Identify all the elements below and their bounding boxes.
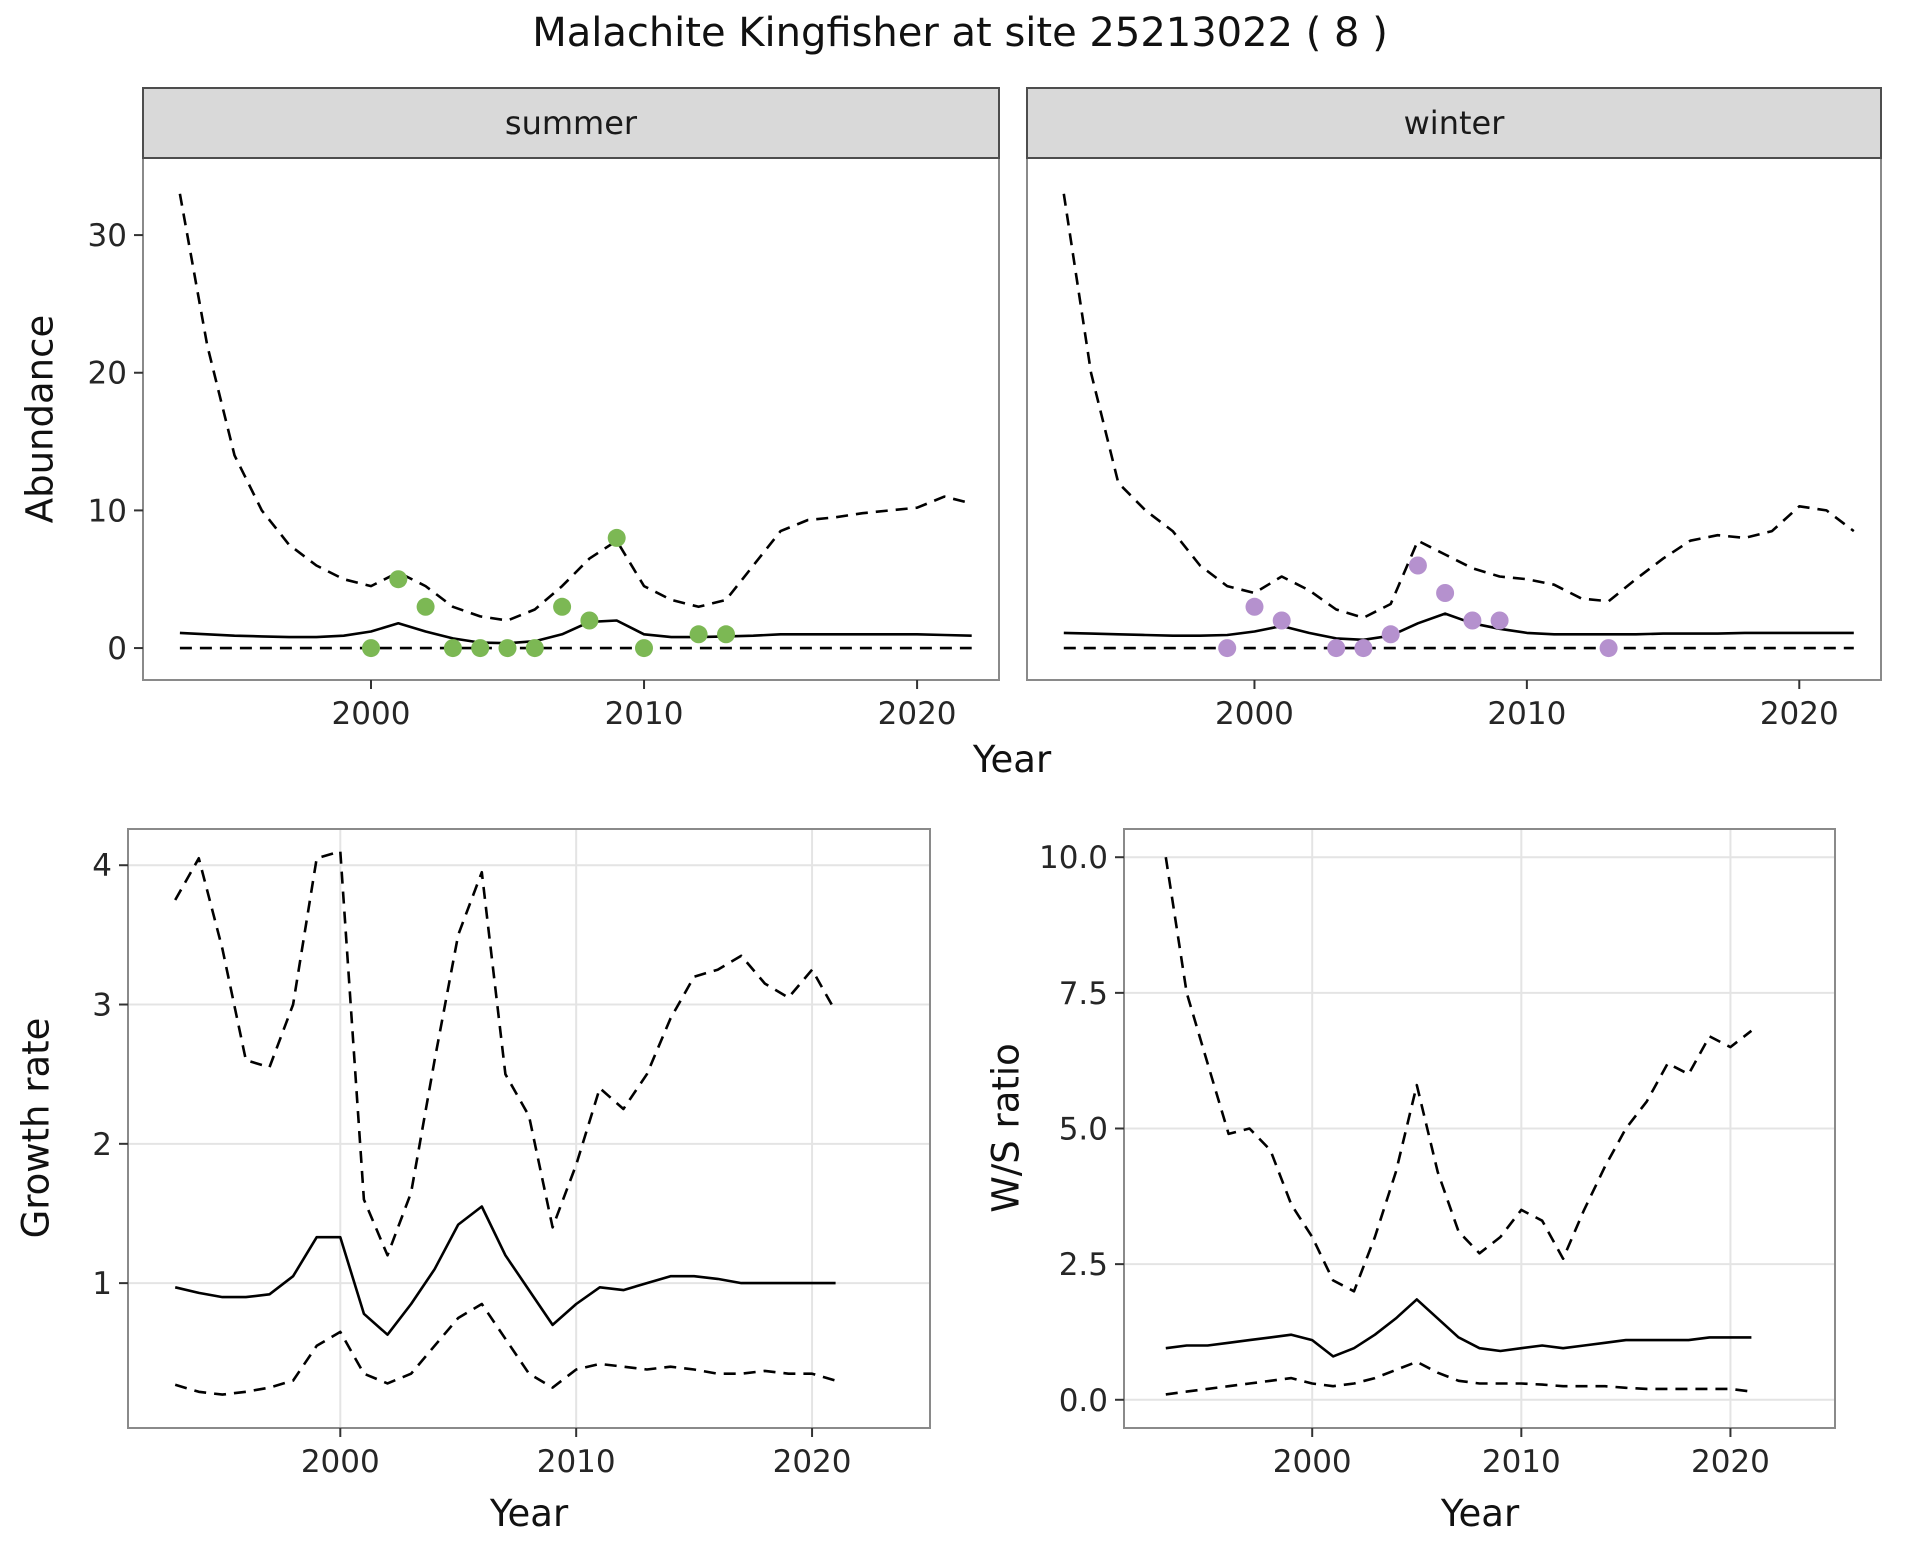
series-median [174, 1205, 836, 1336]
chart-title: Malachite Kingfisher at site 25213022 ( … [532, 10, 1388, 56]
observation-point [471, 639, 490, 658]
panel-border [142, 157, 1000, 681]
x-tick-label: 2020 [878, 696, 957, 732]
observation-point [498, 639, 517, 658]
x-tick-label: 2010 [1487, 696, 1566, 732]
abundance-axis-label: Abundance [18, 314, 62, 524]
facet-strip-label-summer: summer [504, 104, 638, 142]
x-tick-label: 2010 [537, 1444, 616, 1480]
observation-point [1218, 639, 1237, 658]
year-axis-label-bottom-right: Year [1440, 1492, 1520, 1535]
y-tick-label: 20 [88, 356, 127, 392]
facet-strip [142, 87, 1000, 159]
y-tick-label: 3 [92, 988, 112, 1024]
observation-point [1381, 625, 1400, 644]
observation-point [1463, 611, 1482, 630]
observation-point [689, 625, 708, 644]
y-tick-label: 0.0 [1059, 1383, 1108, 1419]
y-tick-label: 30 [88, 218, 127, 254]
series-upper-ci [1062, 193, 1855, 620]
y-tick-label: 4 [92, 848, 112, 884]
x-tick-label: 2000 [1215, 696, 1294, 732]
series-upper-ci [178, 193, 973, 622]
series-median [179, 619, 972, 645]
x-tick-label: 2000 [301, 1444, 380, 1480]
ws-ratio-axis-label: W/S ratio [984, 1043, 1028, 1213]
y-tick-label: 1 [92, 1266, 112, 1302]
facet-strip-label-winter: winter [1403, 104, 1505, 142]
series-lower-ci [174, 1302, 836, 1396]
y-tick-label: 5.0 [1059, 1112, 1108, 1148]
observation-point [1245, 597, 1264, 616]
observation-point [1327, 639, 1346, 658]
observation-point [1354, 639, 1373, 658]
observation-point [389, 570, 408, 589]
series-upper-ci [174, 850, 837, 1257]
y-tick-label: 10.0 [1039, 840, 1108, 876]
observation-point [553, 597, 572, 616]
x-tick-label: 2010 [605, 696, 684, 732]
x-tick-label: 2000 [332, 696, 411, 732]
observation-point [1436, 584, 1455, 602]
observation-point [635, 639, 653, 658]
series-median [1063, 612, 1854, 642]
series-upper-ci [1164, 857, 1753, 1293]
observation-point [607, 528, 626, 547]
x-tick-label: 2020 [1760, 696, 1839, 732]
observation-point [1408, 556, 1427, 575]
observation-point [443, 639, 462, 658]
panel-border [1026, 157, 1882, 681]
observation-point [525, 639, 544, 658]
observation-point [1272, 611, 1291, 630]
series-lower-ci [1165, 1360, 1752, 1396]
observation-point [362, 639, 380, 658]
growth-rate-axis-label: Growth rate [14, 1017, 58, 1239]
year-axis-label-bottom-left: Year [489, 1492, 569, 1535]
y-tick-label: 7.5 [1059, 976, 1108, 1012]
observation-point [416, 597, 435, 616]
observation-point [1490, 611, 1509, 630]
x-tick-label: 2010 [1482, 1444, 1561, 1480]
observation-point [717, 625, 735, 644]
y-tick-label: 2.5 [1059, 1247, 1108, 1283]
facet-strip [1026, 87, 1882, 159]
series-median [1165, 1298, 1752, 1358]
x-tick-label: 2020 [1691, 1444, 1770, 1480]
x-tick-label: 2020 [773, 1444, 852, 1480]
y-tick-label: 0 [107, 631, 127, 667]
year-axis-label-top: Year [972, 738, 1052, 781]
x-tick-label: 2000 [1273, 1444, 1352, 1480]
observation-point [580, 611, 599, 630]
panel-border [127, 828, 931, 1429]
observation-point [1599, 639, 1618, 658]
y-tick-label: 10 [88, 493, 127, 529]
y-tick-label: 2 [92, 1127, 112, 1163]
